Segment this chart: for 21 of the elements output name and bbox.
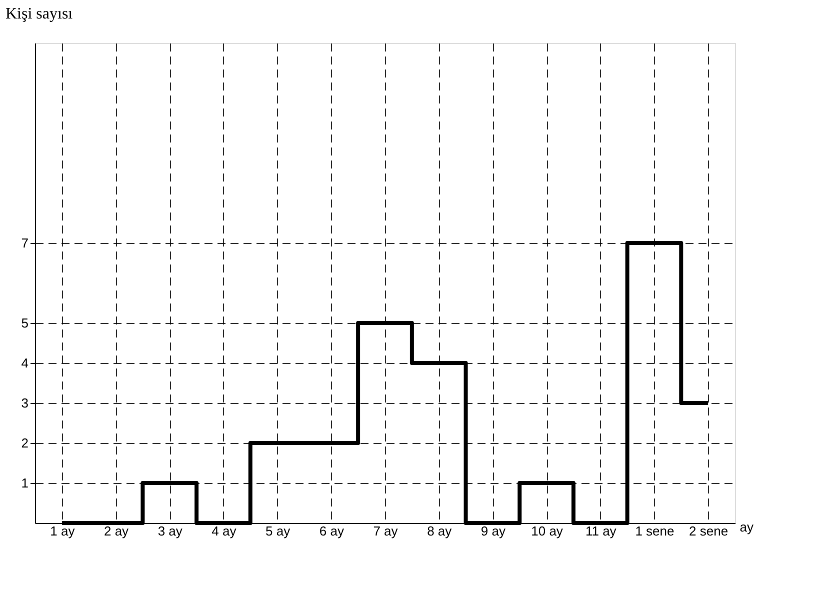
- x-tick-label: 10 ay: [531, 524, 564, 538]
- y-tick-label: 5: [21, 316, 28, 330]
- x-tick-label: 5 ay: [266, 524, 291, 538]
- y-tick-label: 1: [21, 476, 28, 490]
- x-tick-label: 9 ay: [480, 524, 506, 538]
- x-tick-label: 2 sene: [689, 524, 728, 538]
- y-tick-label: 3: [21, 396, 28, 410]
- x-tick-label: 6 ay: [319, 524, 344, 538]
- x-tick-label: 1 ay: [50, 524, 76, 538]
- x-axis-title: ay: [740, 520, 754, 534]
- y-axis-title: Kişi sayısı: [6, 6, 74, 22]
- y-tick-label: 7: [21, 236, 28, 250]
- x-tick-label: 7 ay: [373, 524, 398, 538]
- x-tick-label: 11 ay: [585, 524, 617, 538]
- y-tick-label: 4: [21, 356, 28, 370]
- y-tick-label: 2: [21, 436, 28, 450]
- x-tick-label: 2 ay: [104, 524, 130, 538]
- x-tick-label: 8 ay: [427, 524, 452, 538]
- x-tick-label: 4 ay: [212, 524, 237, 538]
- x-tick-label: 1 sene: [635, 524, 674, 538]
- x-tick-label: 3 ay: [158, 524, 183, 538]
